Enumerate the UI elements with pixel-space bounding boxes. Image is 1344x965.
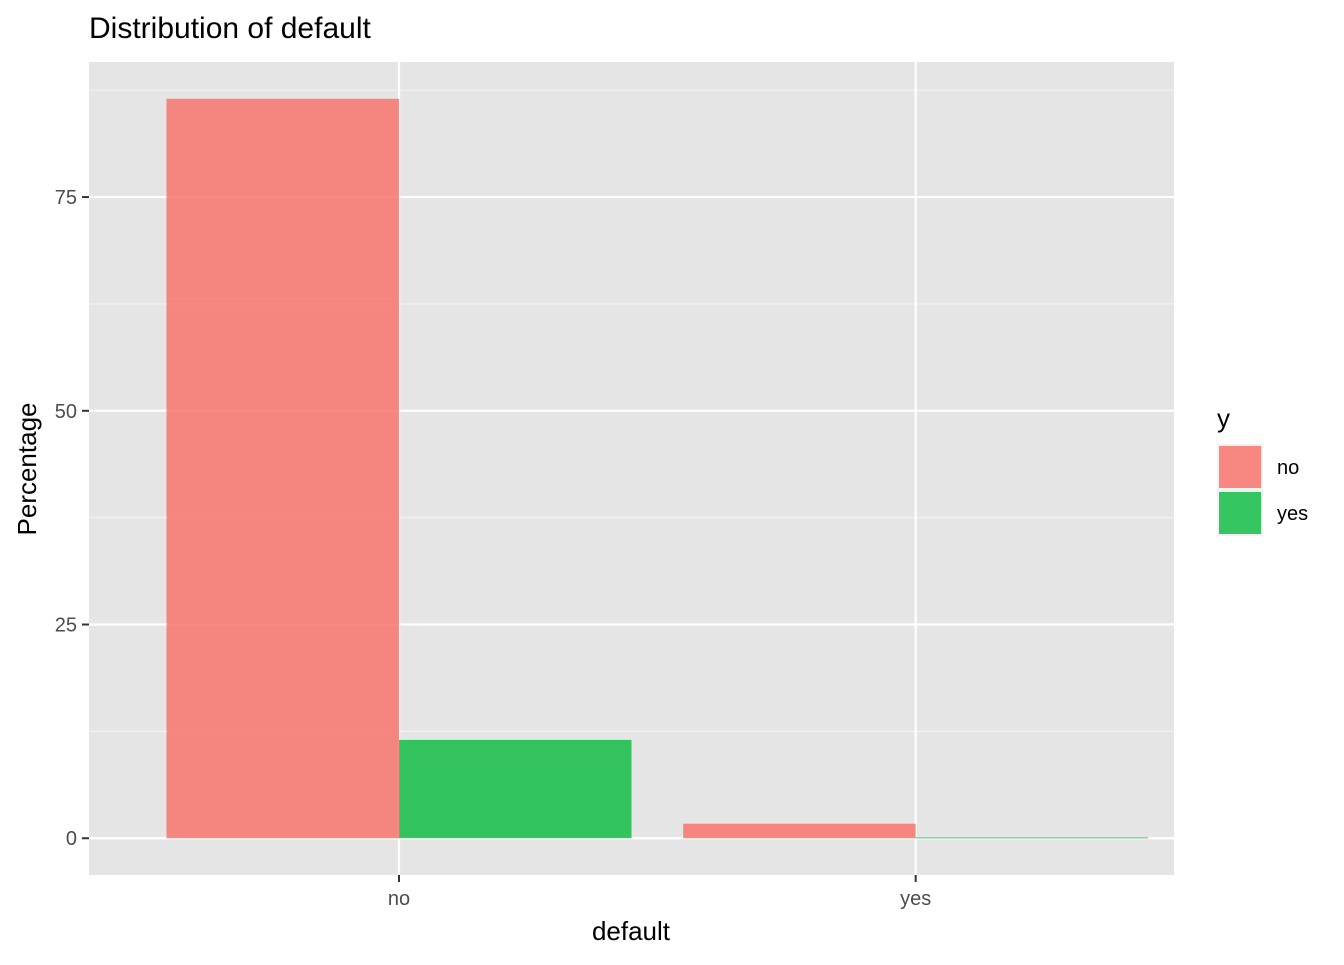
legend-label-yes: yes: [1277, 503, 1308, 525]
bar-no-yes: [683, 823, 916, 839]
legend: y no yes: [1217, 403, 1308, 536]
x-axis: no yes: [388, 875, 931, 910]
x-tick-label: yes: [900, 888, 931, 910]
legend-key-yes: [1219, 492, 1261, 534]
bars: [166, 98, 1149, 839]
legend-label-no: no: [1277, 457, 1299, 479]
legend-key-no: [1219, 446, 1261, 488]
bar-no-no: [166, 98, 399, 839]
bar-yes-yes: [915, 837, 1149, 839]
y-axis-title: Percentage: [12, 403, 42, 536]
x-axis-title: default: [592, 916, 671, 946]
bar-yes-no: [399, 739, 632, 839]
x-tick-label: no: [388, 888, 410, 910]
chart-title: Distribution of default: [89, 12, 371, 45]
y-tick-label: 75: [55, 187, 77, 209]
y-axis: 0 25 50 75: [55, 187, 89, 850]
y-tick-label: 50: [55, 401, 77, 423]
y-tick-label: 0: [66, 828, 77, 850]
legend-title: y: [1217, 403, 1230, 433]
y-tick-label: 25: [55, 615, 77, 637]
